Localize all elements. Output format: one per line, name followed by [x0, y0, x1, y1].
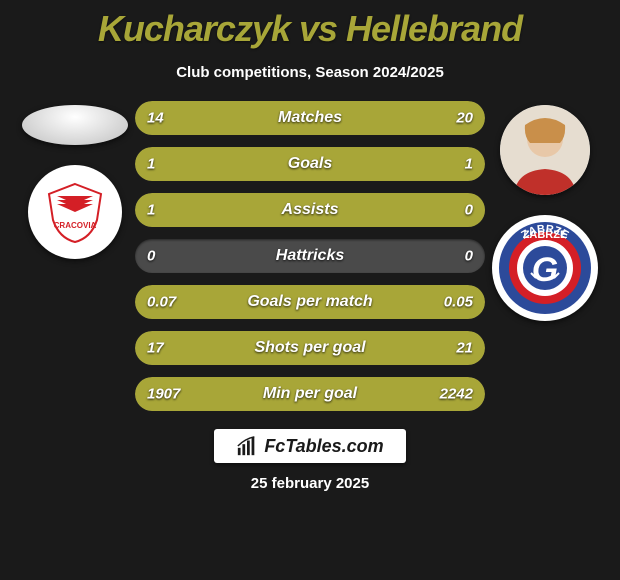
bar-value-right: 0: [465, 248, 473, 265]
left-club-logo: CRACOVIA: [28, 165, 122, 259]
right-player-column: G ZABRZE ZABRZE: [485, 101, 605, 321]
bar-value-right: 2242: [440, 386, 473, 403]
stat-bar: Goals per match 0.07 0.05: [135, 285, 485, 319]
stat-bar: Goals 1 1: [135, 147, 485, 181]
svg-text:G: G: [532, 251, 558, 289]
bar-label: Matches: [278, 109, 342, 127]
bar-label: Hattricks: [276, 247, 344, 265]
player-silhouette-icon: [500, 105, 590, 195]
bar-value-left: 0.07: [147, 294, 176, 311]
bar-label: Shots per goal: [254, 339, 365, 357]
footer-date: 25 february 2025: [251, 475, 369, 492]
svg-text:CRACOVIA: CRACOVIA: [54, 221, 97, 230]
bar-value-left: 17: [147, 340, 164, 357]
bar-chart-icon: [236, 435, 258, 457]
subtitle: Club competitions, Season 2024/2025: [0, 64, 620, 81]
svg-text:ZABRZE: ZABRZE: [523, 229, 568, 241]
right-club-logo: G ZABRZE ZABRZE: [492, 215, 598, 321]
stat-bar: Shots per goal 17 21: [135, 331, 485, 365]
bar-value-left: 1907: [147, 386, 180, 403]
bar-label: Goals per match: [247, 293, 372, 311]
brand-badge: FcTables.com: [214, 429, 405, 463]
bar-label: Min per goal: [263, 385, 357, 403]
stat-bars: Matches 14 20 Goals 1 1 Assists 1 0 Hattricks 0 0 Go…: [135, 101, 485, 411]
stat-bar: Min per goal 1907 2242: [135, 377, 485, 411]
bar-value-left: 0: [147, 248, 155, 265]
bar-label: Goals: [288, 155, 332, 173]
bar-value-right: 1: [465, 156, 473, 173]
bar-value-right: 0.05: [444, 294, 473, 311]
stat-bar: Assists 1 0: [135, 193, 485, 227]
cracovia-crest-icon: CRACOVIA: [43, 180, 107, 244]
left-player-column: CRACOVIA: [15, 101, 135, 259]
bar-value-left: 1: [147, 156, 155, 173]
stat-bar: Matches 14 20: [135, 101, 485, 135]
left-player-avatar: [22, 105, 128, 145]
page-title: Kucharczyk vs Hellebrand: [0, 0, 620, 50]
zabrze-crest-icon: G ZABRZE ZABRZE: [498, 221, 592, 315]
comparison-panel: CRACOVIA Matches1420Goals11Assists10Hatt…: [0, 101, 620, 411]
brand-label: FcTables.com: [264, 436, 383, 457]
bar-value-right: 20: [456, 110, 473, 127]
footer: FcTables.com 25 february 2025: [0, 429, 620, 492]
bar-fill-right: [310, 147, 485, 181]
bar-value-left: 14: [147, 110, 164, 127]
bar-value-right: 21: [456, 340, 473, 357]
right-player-avatar: [500, 105, 590, 195]
stat-bar: Hattricks 0 0: [135, 239, 485, 273]
bar-value-right: 0: [465, 202, 473, 219]
bar-value-left: 1: [147, 202, 155, 219]
bar-label: Assists: [282, 201, 339, 219]
bar-fill-left: [135, 147, 310, 181]
